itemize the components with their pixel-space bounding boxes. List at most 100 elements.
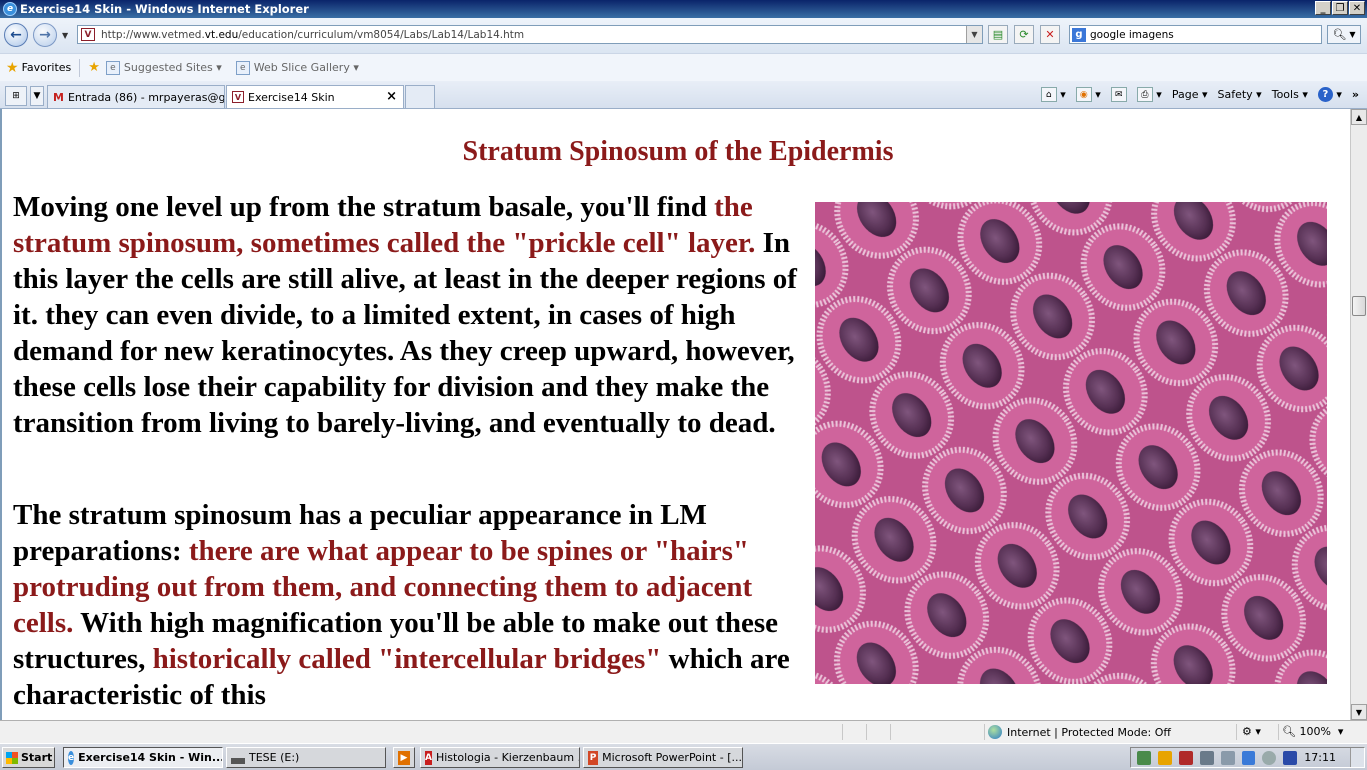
url-host: vt.edu — [204, 28, 239, 41]
tools-menu[interactable]: Tools ▾ — [1271, 88, 1308, 101]
tab-exercise14-skin[interactable]: V Exercise14 Skin × — [226, 85, 404, 108]
pdf-icon: A — [425, 750, 432, 765]
taskbar-item-media[interactable]: ▶ — [393, 747, 415, 768]
taskbar-item-powerpoint-label: Microsoft PowerPoint - [... — [602, 751, 742, 764]
scroll-up-button[interactable]: ▲ — [1351, 109, 1367, 125]
read-mail-button[interactable]: ✉ — [1110, 87, 1127, 102]
refresh-button[interactable]: ⟳ — [1014, 25, 1034, 44]
tab-exercise14-label: Exercise14 Skin — [248, 90, 335, 104]
taskbar-item-powerpoint[interactable]: P Microsoft PowerPoint - [... — [583, 747, 743, 768]
globe-icon — [988, 725, 1002, 739]
mail-icon: ✉ — [1110, 87, 1127, 102]
favorites-button[interactable]: Favorites — [21, 61, 72, 74]
security-zone[interactable]: Internet | Protected Mode: Off — [988, 725, 1171, 739]
vt-favicon: V — [232, 91, 244, 103]
back-arrow-icon: ← — [10, 27, 22, 43]
recent-pages-dropdown[interactable]: ▼ — [62, 31, 69, 40]
tools-menu-label: Tools — [1271, 88, 1299, 101]
navigation-bar: ← → ▼ V http://www.vetmed. vt.edu/educati… — [0, 18, 1367, 53]
zoom-control[interactable]: 🔍︎ 100% ▾ — [1282, 725, 1344, 738]
para2-text-2: With high magnification you'll be able t… — [13, 607, 779, 675]
protected-mode-toggle[interactable]: ⚙ ▾ — [1242, 725, 1261, 738]
scroll-down-button[interactable]: ▼ — [1351, 704, 1367, 720]
status-divider — [842, 724, 843, 740]
clock[interactable]: 17:11 — [1304, 751, 1336, 764]
home-icon: ⌂ — [1040, 87, 1057, 102]
monitor-icon[interactable] — [1199, 750, 1214, 765]
safety-menu[interactable]: Safety ▾ — [1217, 88, 1262, 101]
window-title-bar: e Exercise14 Skin - Windows Internet Exp… — [0, 0, 1367, 18]
feeds-button[interactable]: ◉ ▾ — [1075, 87, 1101, 102]
print-button[interactable]: ⎙ ▾ — [1136, 87, 1162, 102]
close-window-button[interactable]: ✕ — [1349, 1, 1365, 15]
restore-button[interactable]: ❐ — [1332, 1, 1348, 15]
section-heading: Stratum Spinosum of the Epidermis — [462, 136, 894, 167]
compatibility-view-button[interactable]: ▤ — [988, 25, 1008, 44]
address-bar[interactable]: V http://www.vetmed. vt.edu/education/cur… — [77, 25, 983, 44]
status-divider — [890, 724, 891, 740]
search-box[interactable]: g google imagens — [1069, 25, 1322, 44]
page-viewport: Stratum Spinosum of the Epidermis Moving… — [0, 109, 1350, 720]
home-button[interactable]: ⌂ ▾ — [1040, 87, 1066, 102]
tab-list-dropdown[interactable]: ▼ — [30, 86, 44, 106]
suggested-sites-button[interactable]: e Suggested Sites ▾ — [105, 60, 222, 75]
taskbar-item-explorer[interactable]: TESE (E:) — [226, 747, 386, 768]
quick-tabs-button[interactable]: ⊞ — [5, 86, 27, 106]
search-button[interactable]: 🔍︎ ▼ — [1327, 25, 1361, 44]
taskbar-item-ie[interactable]: e Exercise14 Skin - Win... — [63, 747, 223, 768]
windows-logo-icon — [6, 751, 18, 764]
vertical-scrollbar[interactable]: ▲ ▼ — [1350, 109, 1367, 720]
internet-explorer-icon: e — [68, 750, 75, 765]
window-controls: _ ❐ ✕ — [1315, 1, 1365, 15]
back-button[interactable]: ← — [4, 23, 28, 47]
site-favicon: V — [81, 28, 95, 41]
para2-highlight-1: there are what appear to be spines or "h… — [13, 535, 753, 639]
stop-button[interactable]: ✕ — [1040, 25, 1060, 44]
tab-gmail[interactable]: M Entrada (86) - mrpayeras@g... — [47, 85, 225, 108]
suggested-sites-label: Suggested Sites — [123, 61, 213, 74]
para1-text-1: Moving one level up from the stratum bas… — [13, 191, 715, 223]
search-options-dropdown-icon[interactable]: ▼ — [1349, 30, 1356, 39]
start-label: Start — [21, 751, 53, 764]
para1-text-2: In this layer the cells are still alive,… — [13, 227, 797, 439]
web-slice-gallery-button[interactable]: e Web Slice Gallery ▾ — [235, 60, 359, 75]
antivirus-icon[interactable] — [1157, 750, 1172, 765]
window-title: Exercise14 Skin - Windows Internet Explo… — [20, 2, 309, 16]
show-desktop-button[interactable] — [1350, 748, 1364, 767]
safety-menu-label: Safety — [1217, 88, 1253, 101]
web-slice-label: Web Slice Gallery — [253, 61, 350, 74]
help-menu[interactable]: ? ▾ — [1317, 87, 1342, 102]
command-bar-overflow-icon[interactable]: » — [1351, 88, 1359, 101]
status-divider — [1236, 724, 1237, 740]
url-prefix: http://www.vetmed. — [101, 28, 205, 41]
paragraph-appearance: The stratum spinosum has a peculiar appe… — [13, 497, 803, 713]
shield-icon[interactable] — [1178, 750, 1193, 765]
printer-tray-icon[interactable] — [1220, 750, 1235, 765]
stratum-spinosum-micrograph — [815, 202, 1327, 684]
taskbar: Start e Exercise14 Skin - Win... TESE (E… — [0, 743, 1367, 770]
url-suffix: /education/curriculum/vm8054/Labs/Lab14/… — [238, 28, 525, 41]
taskbar-item-acrobat[interactable]: A Histologia - Kierzenbaum ... — [420, 747, 580, 768]
forward-arrow-icon: → — [39, 27, 51, 43]
new-tab-button[interactable] — [405, 85, 435, 108]
language-icon[interactable] — [1283, 750, 1298, 765]
minimize-button[interactable]: _ — [1315, 1, 1331, 15]
taskbar-item-acrobat-label: Histologia - Kierzenbaum ... — [435, 751, 580, 764]
add-to-favorites-bar-button[interactable]: ★ — [88, 60, 100, 75]
search-input[interactable]: google imagens — [1090, 28, 1174, 41]
forward-button[interactable]: → — [33, 23, 57, 47]
refresh-icon: ⟳ — [1019, 28, 1029, 41]
internet-explorer-icon: e — [3, 2, 17, 16]
network-icon[interactable] — [1137, 750, 1151, 765]
page-menu[interactable]: Page ▾ — [1171, 88, 1208, 101]
scroll-thumb[interactable] — [1352, 296, 1366, 316]
volume-icon[interactable] — [1262, 750, 1277, 765]
update-icon[interactable] — [1241, 750, 1256, 765]
tab-gmail-label: Entrada (86) - mrpayeras@g... — [67, 90, 225, 104]
help-icon: ? — [1317, 87, 1333, 102]
address-dropdown-button[interactable]: ▼ — [966, 26, 982, 43]
start-button[interactable]: Start — [2, 747, 55, 768]
close-tab-icon[interactable]: × — [386, 89, 397, 104]
magnifier-icon: 🔍︎ — [1332, 28, 1347, 41]
tab-bar: ⊞ ▼ M Entrada (86) - mrpayeras@g... V Ex… — [0, 81, 1367, 109]
